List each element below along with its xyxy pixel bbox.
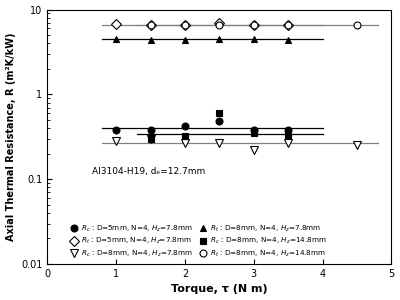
Y-axis label: Axial Thermal Resistance, R (m²K/kW): Axial Thermal Resistance, R (m²K/kW): [6, 32, 16, 241]
X-axis label: Torque, τ (N m): Torque, τ (N m): [171, 284, 268, 294]
Text: Al3104-H19, dₑ=12.7mm: Al3104-H19, dₑ=12.7mm: [92, 167, 205, 176]
Legend: $R_c$ : D=5mm, N=4, $H_z$=7.8mm, $R_t$ : D=5mm, N=4, $H_z$=7.8mm, $R_c$ : D=8mm,: $R_c$ : D=5mm, N=4, $H_z$=7.8mm, $R_t$ :…: [68, 222, 328, 260]
